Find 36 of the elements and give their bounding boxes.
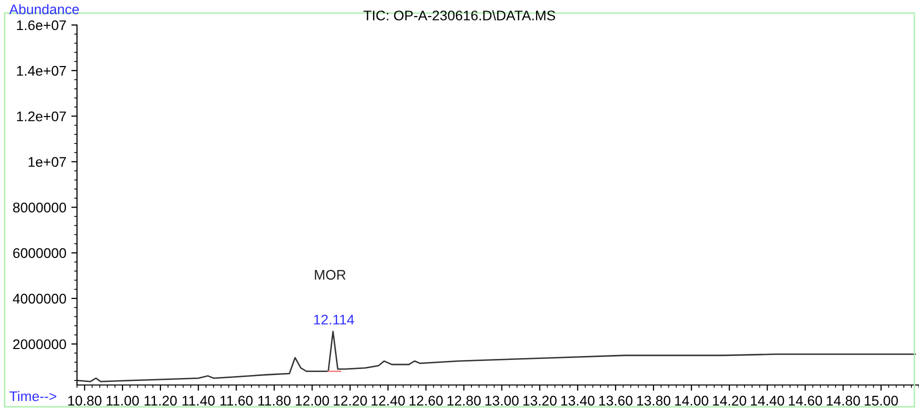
chart-title: TIC: OP-A-230616.D\DATA.MS [364,10,556,20]
x-tick-label: 12.20 [334,396,367,406]
x-tick-label: 14.00 [675,396,708,406]
y-tick-label: 1.4e+07 [17,66,66,76]
y-tick-label: 6000000 [13,248,66,258]
x-tick-label: 14.20 [713,396,746,406]
y-tick-label: 8000000 [13,202,66,212]
x-tick-label: 14.60 [788,396,822,406]
y-tick-label: 2000000 [13,339,66,350]
x-tick-label: 11.20 [144,396,177,406]
y-tick-label: 4000000 [12,294,66,304]
x-tick-label: 12.00 [296,396,329,406]
x-tick-label: 14.80 [826,396,860,406]
x-axis-title: Time--> [10,390,56,402]
y-tick-label: 1.2e+07 [17,111,66,122]
y-tick-label: 1e+07 [28,157,66,167]
x-tick-label: 11.40 [182,396,215,406]
x-tick-label: 10.80 [68,396,102,406]
x-tick-label: 14.40 [750,396,784,406]
y-tick-label: 1.6e+07 [17,20,66,30]
x-tick-label: 12.60 [410,396,443,406]
x-tick-label: 12.40 [372,396,405,406]
x-tick-label: 13.20 [523,396,557,406]
x-tick-label: 13.40 [561,396,594,406]
y-axis-title: Abundance [9,4,79,14]
x-tick-label: 11.60 [220,396,253,406]
annotation: MOR [314,270,346,280]
annotation: 12.114 [314,314,354,324]
x-tick-label: 15.00 [864,396,898,406]
line-series [77,330,916,382]
x-tick-label: 13.60 [599,396,632,406]
x-tick-label: 13.00 [485,396,519,406]
x-tick-label: 11.00 [106,396,139,406]
x-tick-label: 13.80 [637,396,670,406]
x-tick-label: 12.80 [448,396,481,406]
x-tick-label: 11.80 [258,396,291,406]
